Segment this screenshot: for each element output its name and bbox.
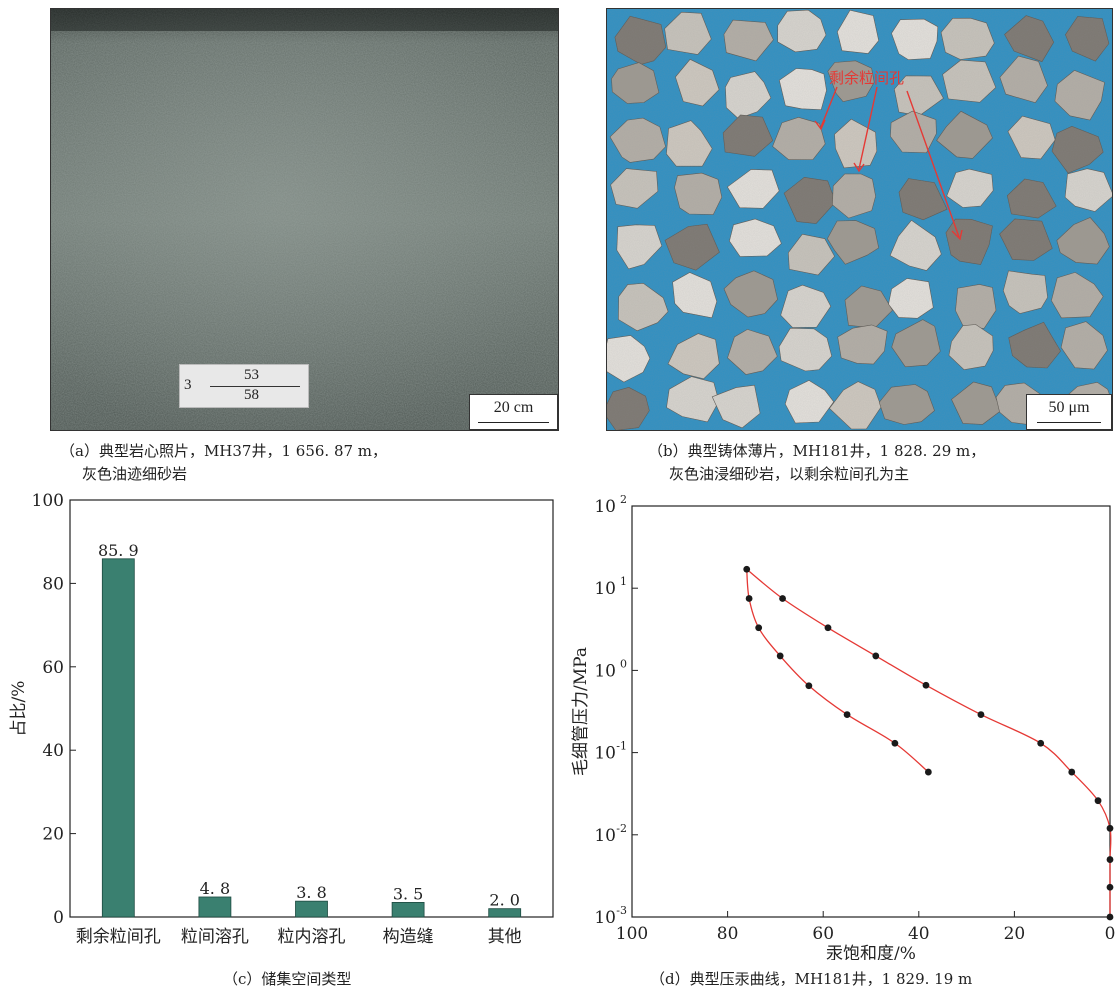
injection-curve <box>746 568 1112 918</box>
x-category-label: 剩余粒间孔 <box>76 927 161 947</box>
data-point <box>1106 856 1114 863</box>
data-point <box>1106 883 1114 891</box>
caption-a-line2: 灰色油迹细砂岩 <box>82 465 188 483</box>
y-tick-label: 10 <box>594 579 616 599</box>
data-point <box>1068 768 1076 776</box>
data-point <box>755 624 763 632</box>
y-tick-exponent: 0 <box>620 657 627 670</box>
bar <box>295 900 328 918</box>
arrow-1 <box>820 86 838 128</box>
scale-bar-a: 20 cm <box>469 394 558 430</box>
data-point <box>843 711 851 718</box>
caption-d: （d）典型压汞曲线，MH181井，1 829. 19 m <box>650 970 973 988</box>
scale-bar-b: 50 μm <box>1026 394 1112 430</box>
core-photo: 3 53 58 <box>50 8 559 431</box>
x-tick-label: 20 <box>1004 924 1026 944</box>
core-tag-left: 3 <box>184 377 192 393</box>
annotation-arrows <box>814 86 963 241</box>
caption-b-line2: 灰色油浸细砂岩，以剩余粒间孔为主 <box>669 465 910 483</box>
core-tag-divider <box>210 386 300 387</box>
x-category-label: 其他 <box>488 927 522 947</box>
y-tick-label: 80 <box>42 574 64 594</box>
core-photo-texture <box>51 9 558 430</box>
arrow-2-head <box>853 162 865 173</box>
y-tick-label: 100 <box>32 491 64 511</box>
core-tag-top: 53 <box>244 367 259 383</box>
bar-value-label: 2. 0 <box>489 891 520 910</box>
bar-chart: 0 20 40 60 80 100 85. 9 剩余粒间孔 4. 8 粒间溶孔 3. 8 粒内溶孔 3.… <box>9 491 554 947</box>
bar-value-label: 4. 8 <box>200 879 231 898</box>
y-axis-label: 占比/% <box>9 681 29 737</box>
thin-section-photo: 剩余粒间孔 <box>606 8 1113 431</box>
arrow-2 <box>858 86 878 170</box>
y-tick-label: 10 <box>594 826 616 846</box>
arrow-1-head <box>814 119 826 131</box>
caption-c: （c）储集空间类型 <box>223 970 352 988</box>
x-category-label: 粒内溶孔 <box>278 927 346 947</box>
scale-bar-b-label: 50 μm <box>1048 399 1090 416</box>
plot-frame <box>69 499 554 918</box>
data-point <box>1106 824 1114 832</box>
data-point <box>743 565 751 573</box>
caption-b-line1: （b）典型铸体薄片，MH181井，1 828. 29 m， <box>648 442 986 460</box>
core-tag-bottom: 58 <box>244 387 259 403</box>
y-tick-exponent: -3 <box>616 904 627 917</box>
y-tick-label: 60 <box>42 658 64 678</box>
x-category-label: 构造缝 <box>383 927 434 947</box>
thin-section-grains <box>607 9 1112 430</box>
core-tag: 3 53 58 <box>179 364 309 408</box>
bar <box>391 902 425 918</box>
data-point <box>824 624 832 632</box>
data-point <box>776 652 784 660</box>
plot-frame <box>631 505 1111 918</box>
annotation-label: 剩余粒间孔 <box>829 69 905 87</box>
data-point <box>805 682 813 690</box>
y-tick-exponent: -2 <box>616 822 627 835</box>
data-point <box>1037 739 1045 747</box>
y-tick-exponent: 2 <box>620 493 627 506</box>
x-tick-label: 0 <box>1105 924 1116 944</box>
y-tick-label: 10 <box>594 497 616 517</box>
bar-value-label: 85. 9 <box>98 541 139 560</box>
data-point <box>977 711 985 718</box>
y-tick-exponent: -1 <box>616 740 627 753</box>
data-point <box>891 739 899 747</box>
data-point <box>872 652 880 660</box>
x-category-label: 粒间溶孔 <box>181 927 249 947</box>
x-tick-label: 100 <box>616 924 648 944</box>
y-tick-label: 40 <box>42 741 64 761</box>
x-tick-label: 80 <box>717 924 739 944</box>
data-point <box>1106 913 1114 921</box>
y-tick-label: 0 <box>53 908 64 928</box>
data-point <box>924 768 932 776</box>
data-point <box>779 595 786 602</box>
y-tick-label: 10 <box>594 744 616 764</box>
bar-value-label: 3. 8 <box>296 883 327 902</box>
y-tick-label: 10 <box>594 908 616 928</box>
caption-a-line1: （a）典型岩心照片，MH37井，1 656. 87 m， <box>60 442 388 460</box>
x-tick-label: 60 <box>812 924 834 944</box>
arrow-3-head <box>951 229 963 241</box>
arrow-3 <box>906 90 960 238</box>
data-point <box>745 595 753 602</box>
y-tick-label: 20 <box>42 825 64 845</box>
scale-bar-a-label: 20 cm <box>493 399 534 416</box>
data-point <box>1094 797 1102 805</box>
scale-bar-b-line <box>1037 422 1101 423</box>
bar <box>198 896 232 918</box>
bar <box>101 558 135 918</box>
y-axis-label: 毛细管压力/MPa <box>571 647 591 776</box>
scale-bar-a-line <box>478 422 549 423</box>
data-point <box>922 681 930 689</box>
bar-value-label: 3. 5 <box>393 884 424 903</box>
y-tick-label: 10 <box>594 661 616 681</box>
bar <box>488 908 522 918</box>
x-tick-label: 40 <box>908 924 930 944</box>
y-tick-exponent: 1 <box>620 575 627 588</box>
x-axis-label: 汞饱和度/% <box>826 944 916 960</box>
